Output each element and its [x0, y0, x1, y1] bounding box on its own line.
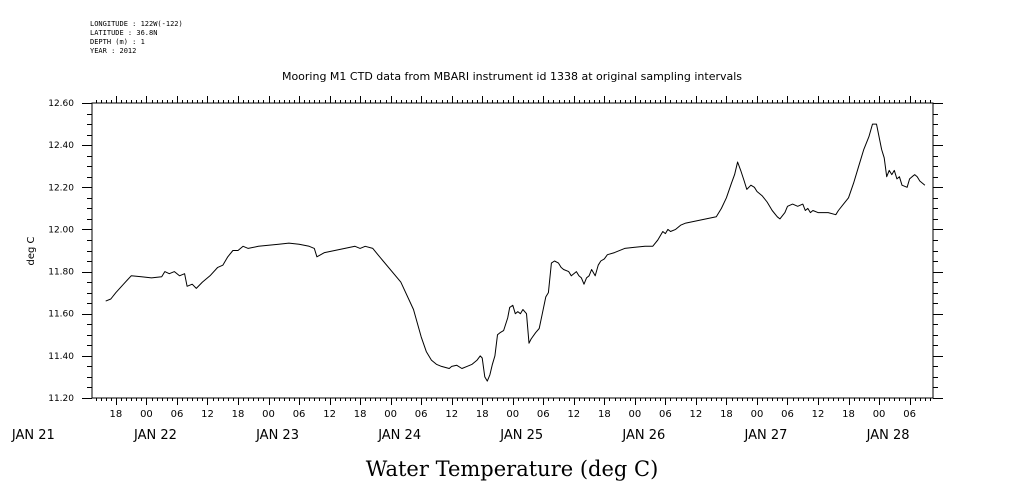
y-tick-label: 11.80	[48, 268, 74, 278]
x-hour-tick-label: 00	[751, 409, 764, 420]
x-hour-tick-label: 18	[476, 409, 489, 420]
plot-border	[91, 102, 934, 399]
y-tick-label: 11.60	[48, 310, 74, 320]
x-hour-tick-label: 00	[262, 409, 275, 420]
x-day-label: JAN 26	[621, 428, 665, 443]
x-hour-tick-label: 06	[293, 409, 306, 420]
x-hour-tick-label: 00	[506, 409, 519, 420]
x-hour-tick-label: 06	[903, 409, 916, 420]
x-hour-tick-label: 18	[720, 409, 733, 420]
x-day-label: JAN 24	[377, 428, 421, 443]
y-axis: 11.20 11.40 11.60 11.80 12.00 12.20 12.40 12.60	[48, 99, 943, 404]
x-day-label: JAN 27	[744, 428, 788, 443]
x-hour-tick-label: 12	[812, 409, 825, 420]
y-tick-label: 11.40	[48, 352, 74, 362]
y-tick-label: 12.20	[48, 183, 74, 193]
x-hour-tick-label: 12	[690, 409, 703, 420]
x-hour-tick-label: 18	[842, 409, 855, 420]
x-hour-tick-label: 12	[201, 409, 214, 420]
series-line	[105, 123, 926, 382]
x-hour-tick-label: 00	[384, 409, 397, 420]
latitude-text: LATITUDE : 36.8N	[90, 29, 158, 37]
year-text: YEAR : 2012	[90, 47, 137, 55]
x-hour-tick-label: 06	[537, 409, 550, 420]
x-hour-tick-label: 12	[323, 409, 336, 420]
x-hour-tick-label: 06	[171, 409, 184, 420]
x-hour-tick-label: 18	[598, 409, 611, 420]
longitude-text: LONGITUDE : 122W(-122)	[90, 20, 183, 28]
y-tick-label: 12.00	[48, 225, 74, 235]
x-hour-tick-label: 18	[354, 409, 367, 420]
x-hour-tick-label: 00	[140, 409, 153, 420]
x-hour-tick-label: 00	[628, 409, 641, 420]
x-hour-tick-label: 06	[781, 409, 794, 420]
x-day-label: JAN 25	[499, 428, 543, 443]
series-layer	[105, 123, 926, 382]
x-axis-label: Water Temperature (deg C)	[366, 457, 659, 481]
x-hour-tick-label: 06	[659, 409, 672, 420]
x-hour-tick-label: 18	[232, 409, 245, 420]
x-day-label: JAN 23	[255, 428, 299, 443]
y-axis-label: deg C	[26, 236, 37, 265]
x-axis: 18 00 06 12 18 00 06 12 18 00 06 12 18 00 06 12 18 00 06 12…	[11, 96, 931, 443]
depth-text: DEPTH (m) : 1	[90, 38, 145, 46]
x-hour-tick-label: 12	[445, 409, 458, 420]
x-hour-tick-label: 18	[110, 409, 123, 420]
chart-title: Mooring M1 CTD data from MBARI instrumen…	[282, 70, 742, 83]
x-day-label: JAN 28	[866, 428, 910, 443]
x-hour-tick-label: 00	[873, 409, 886, 420]
x-hour-tick-label: 06	[415, 409, 428, 420]
y-tick-label: 12.40	[48, 141, 74, 151]
y-tick-label: 11.20	[48, 394, 74, 404]
y-tick-label: 12.60	[48, 99, 74, 109]
mooring-metadata: LONGITUDE : 122W(-122) LATITUDE : 36.8N …	[90, 20, 183, 56]
x-hour-tick-label: 12	[567, 409, 580, 420]
x-day-label: JAN 22	[133, 428, 177, 443]
x-day-label: JAN 21	[11, 428, 55, 443]
plot-frame	[91, 102, 934, 399]
